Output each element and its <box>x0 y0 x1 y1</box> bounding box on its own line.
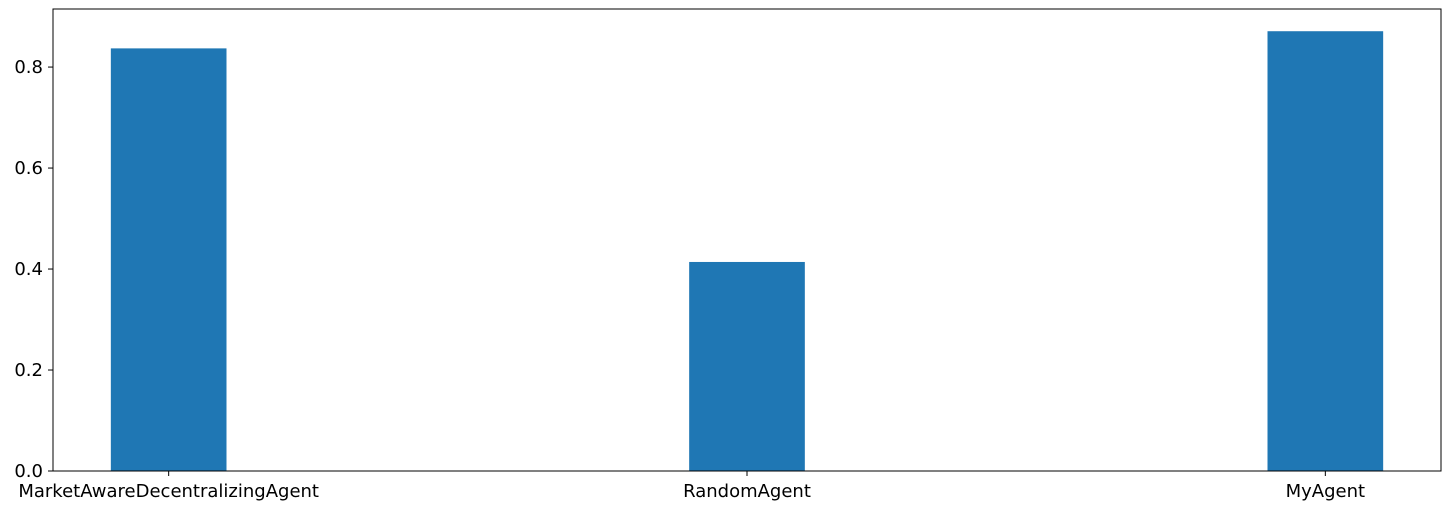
y-tick-label: 0.8 <box>14 57 43 78</box>
bar-MyAgent <box>1267 31 1384 471</box>
y-tick-label: 0.0 <box>14 461 43 482</box>
y-axis: 0.0 0.2 0.4 0.6 0.8 <box>14 57 53 482</box>
bar-MarketAwareDecentralizingAgent <box>110 48 227 471</box>
bar-RandomAgent <box>689 261 805 471</box>
x-axis: MarketAwareDecentralizingAgent RandomAgen… <box>18 471 1365 502</box>
x-tick-label: MyAgent <box>1286 481 1365 502</box>
bars-group <box>110 31 1384 471</box>
x-tick-label: MarketAwareDecentralizingAgent <box>18 481 319 502</box>
y-tick-label: 0.2 <box>14 360 43 381</box>
y-tick-label: 0.6 <box>14 158 43 179</box>
x-tick-label: RandomAgent <box>683 481 811 502</box>
plot-frame <box>52 8 1442 472</box>
y-tick-label: 0.4 <box>14 259 43 280</box>
